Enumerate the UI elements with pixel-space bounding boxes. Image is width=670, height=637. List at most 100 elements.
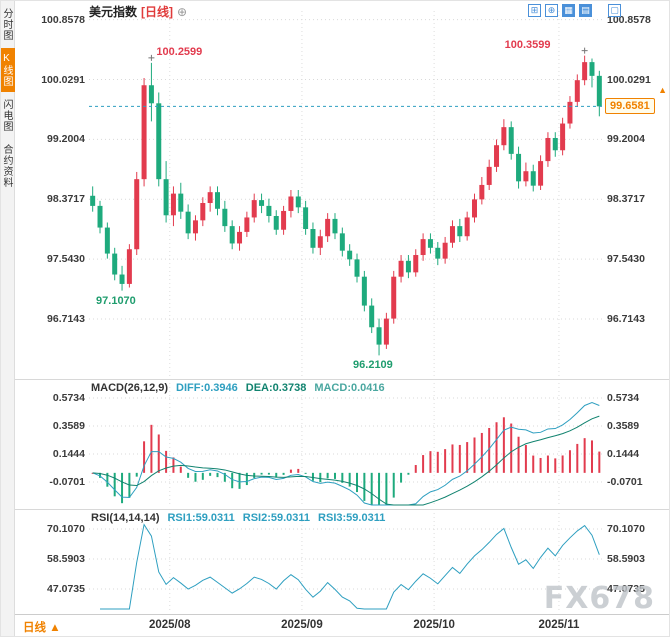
macd-hist-bar — [238, 472, 241, 489]
rsi-chart-canvas[interactable] — [1, 509, 670, 613]
price-axis-label-right: 97.5430 — [607, 253, 645, 266]
macd-hist-bar — [598, 451, 601, 473]
candle-body — [508, 127, 514, 154]
candle-body — [222, 208, 228, 227]
chevron-up-icon: ▲ — [49, 622, 61, 634]
period-selector-button[interactable]: 日线 ▲ — [23, 619, 61, 635]
macd-hist-bar — [407, 472, 410, 475]
candle-body — [295, 196, 301, 208]
rsi2-value: RSI2:59.0311 — [242, 512, 311, 524]
sidebar-item-time-chart[interactable]: 分时图 — [1, 8, 12, 41]
candle-body — [457, 226, 463, 237]
candle-body — [486, 166, 492, 185]
candle-body — [178, 193, 184, 212]
fullscreen-icon[interactable]: ▢ — [608, 4, 621, 17]
candle-body — [472, 199, 477, 218]
macd-hist-bar — [414, 465, 417, 473]
sidebar-item-lightning-chart[interactable]: 闪电图 — [1, 99, 12, 132]
macd-hist-bar — [201, 472, 204, 480]
candle-body — [376, 327, 382, 345]
candle-body — [163, 179, 169, 216]
candle-style-icon[interactable]: ▦ — [562, 4, 575, 17]
macd-hist-bar — [348, 472, 351, 487]
candle-body — [435, 247, 441, 259]
sidebar-item-kline-chart[interactable]: K线图 — [1, 48, 15, 92]
x-axis-label: 2025/09 — [281, 619, 323, 631]
candle-body — [501, 127, 507, 146]
candle-body — [538, 161, 544, 186]
macd-hist-bar — [179, 466, 182, 473]
candle-body — [215, 192, 220, 209]
candle-body — [383, 318, 389, 345]
x-axis-label: 2025/08 — [148, 619, 191, 631]
rsi3-value: RSI3:59.0311 — [318, 512, 386, 524]
candle-body — [405, 260, 411, 273]
macd-hist-bar — [546, 455, 549, 473]
macd-hist-bar — [583, 438, 586, 473]
price-axis-label-left: 100.0291 — [41, 73, 85, 86]
candle-body — [391, 276, 397, 319]
grid-icon[interactable]: ⊞ — [528, 4, 541, 17]
macd-dea-value: DEA:0.3738 — [245, 382, 307, 394]
macd-hist-bar — [121, 472, 124, 504]
add-indicator-icon[interactable]: ⊕ — [545, 4, 558, 17]
candle-body — [112, 253, 118, 275]
candle-body — [259, 200, 265, 206]
chart-toolbar: ⊞ ⊕ ▦ ▤ ▢ — [528, 4, 621, 17]
annotation-high-2: 100.3599 — [504, 38, 551, 51]
candle-body — [192, 220, 198, 234]
x-axis-label: 2025/11 — [538, 619, 580, 631]
macd-hist-bar — [488, 427, 491, 473]
rsi-axis-label-left: 70.1070 — [47, 523, 85, 535]
macd-hist-bar — [466, 442, 469, 473]
macd-hist-bar — [216, 472, 219, 478]
macd-hist-bar — [385, 472, 388, 505]
candle-body — [420, 239, 426, 256]
sidebar-item-contract-info[interactable]: 合约资料 — [1, 144, 12, 188]
candle-body — [156, 103, 162, 180]
candle-body — [589, 62, 595, 76]
price-chart-canvas[interactable] — [1, 1, 670, 379]
macd-axis-label-left: 0.3589 — [52, 420, 85, 432]
latest-price-arrow-icon[interactable]: ▲ — [658, 85, 667, 96]
macd-hist-bar — [568, 450, 571, 473]
macd-hist-bar — [135, 472, 138, 477]
rsi-title: RSI(14,14,14) — [91, 512, 160, 524]
macd-hist-bar — [561, 455, 564, 473]
macd-hist-bar — [539, 457, 542, 473]
candle-body — [281, 210, 287, 230]
candle-body — [134, 179, 140, 250]
macd-hist-bar — [150, 424, 153, 473]
macd-hist-bar — [260, 472, 263, 475]
rsi-axis-label-right: 47.0735 — [607, 583, 645, 595]
candle-body — [244, 217, 250, 232]
macd-hist-bar — [495, 422, 498, 473]
macd-chart-canvas[interactable] — [1, 379, 670, 509]
panel-split-icon[interactable]: ▤ — [579, 4, 592, 17]
candle-body — [596, 75, 602, 107]
macd-hist-bar — [517, 436, 520, 473]
macd-axis-label-right: -0.0701 — [607, 476, 643, 488]
macd-hist-bar — [289, 469, 292, 473]
add-overlay-icon[interactable]: ⊕ — [177, 5, 188, 19]
candle-body — [398, 260, 404, 277]
candle-body — [427, 239, 433, 248]
rsi-axis-label-right: 58.5903 — [607, 553, 645, 565]
candle-body — [494, 145, 500, 167]
candle-body — [516, 153, 522, 182]
macd-axis-label-left: 0.1444 — [52, 448, 85, 460]
macd-hist-bar — [422, 455, 425, 473]
candle-body — [347, 250, 353, 260]
candle-body — [567, 101, 573, 124]
price-axis-label-left: 97.5430 — [47, 253, 85, 266]
candle-body — [303, 207, 309, 230]
rsi-axis-label-right: 70.1070 — [607, 523, 645, 535]
macd-macd-value: MACD:0.0416 — [314, 382, 385, 394]
macd-axis-label-right: 0.5734 — [607, 392, 640, 404]
macd-hist-bar — [304, 472, 307, 474]
macd-axis-label-left: -0.0701 — [49, 476, 85, 488]
x-axis-label: 2025/10 — [413, 619, 455, 631]
rsi-axis-label-left: 47.0735 — [47, 583, 85, 595]
macd-axis-label-left: 0.5734 — [52, 392, 85, 404]
macd-hist-bar — [378, 472, 381, 505]
